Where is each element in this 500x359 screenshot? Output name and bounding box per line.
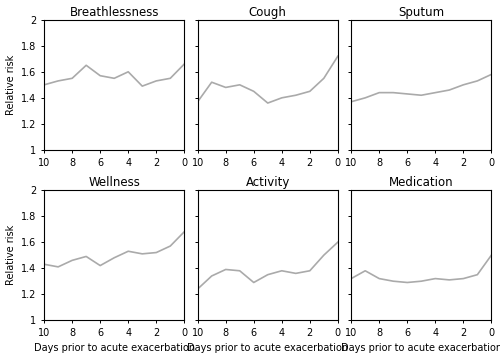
Y-axis label: Relative risk: Relative risk — [6, 225, 16, 285]
X-axis label: Days prior to acute exacerbation: Days prior to acute exacerbation — [187, 344, 348, 354]
Title: Sputum: Sputum — [398, 5, 444, 19]
Title: Cough: Cough — [249, 5, 286, 19]
X-axis label: Days prior to acute exacerbation: Days prior to acute exacerbation — [340, 344, 500, 354]
X-axis label: Days prior to acute exacerbation: Days prior to acute exacerbation — [34, 344, 195, 354]
Title: Activity: Activity — [246, 176, 290, 189]
Title: Wellness: Wellness — [88, 176, 140, 189]
Y-axis label: Relative risk: Relative risk — [6, 55, 16, 115]
Title: Medication: Medication — [389, 176, 454, 189]
Title: Breathlessness: Breathlessness — [70, 5, 159, 19]
